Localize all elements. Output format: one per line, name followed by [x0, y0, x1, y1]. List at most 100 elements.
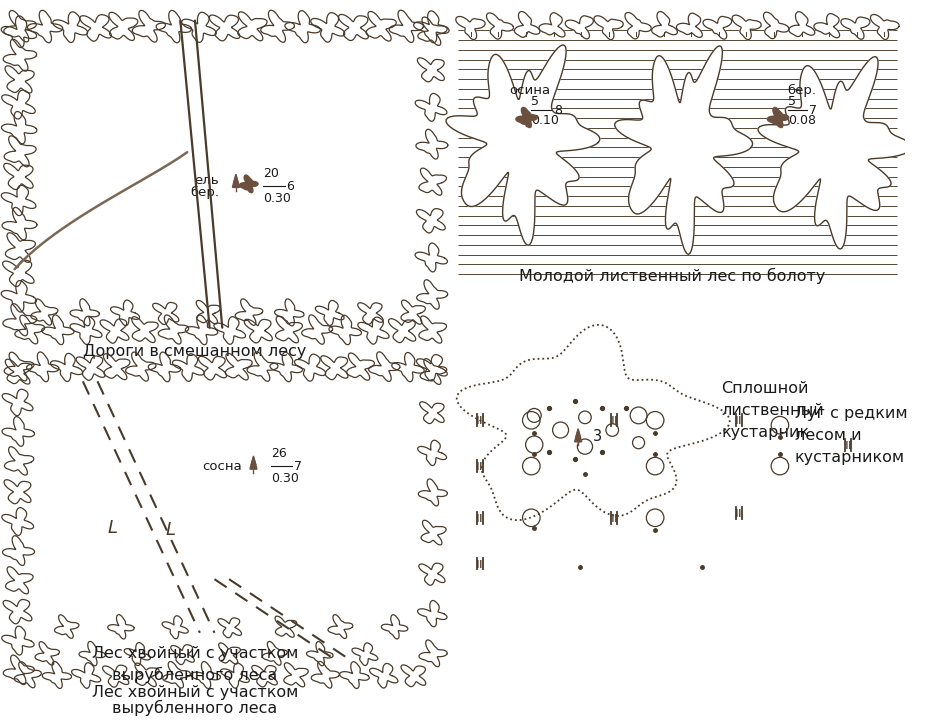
Polygon shape: [339, 662, 369, 688]
Polygon shape: [813, 14, 839, 37]
Text: 7: 7: [294, 459, 302, 472]
Polygon shape: [153, 302, 179, 325]
Polygon shape: [391, 353, 424, 382]
Text: L: L: [107, 518, 117, 536]
Polygon shape: [225, 354, 252, 380]
Polygon shape: [575, 430, 580, 438]
Text: 0.10: 0.10: [531, 114, 559, 127]
Polygon shape: [358, 303, 383, 324]
Polygon shape: [43, 662, 71, 688]
Polygon shape: [514, 12, 540, 37]
Polygon shape: [417, 600, 447, 626]
Polygon shape: [2, 508, 33, 536]
Polygon shape: [132, 317, 159, 343]
Polygon shape: [6, 567, 33, 594]
Polygon shape: [315, 300, 344, 325]
Polygon shape: [2, 390, 33, 415]
Polygon shape: [703, 17, 730, 39]
Polygon shape: [232, 174, 239, 187]
Polygon shape: [171, 644, 194, 665]
Polygon shape: [4, 11, 36, 42]
Polygon shape: [328, 315, 362, 345]
Polygon shape: [4, 480, 31, 504]
Polygon shape: [55, 615, 79, 639]
Polygon shape: [70, 316, 102, 344]
Text: сосна: сосна: [202, 459, 242, 472]
Polygon shape: [840, 17, 869, 40]
Text: ıı: ıı: [476, 413, 483, 427]
Polygon shape: [275, 316, 302, 343]
Polygon shape: [172, 354, 204, 382]
Text: ель: ель: [195, 174, 219, 187]
Polygon shape: [239, 175, 258, 193]
Polygon shape: [50, 354, 83, 382]
Polygon shape: [651, 12, 677, 37]
Polygon shape: [4, 352, 34, 381]
Text: 5: 5: [787, 95, 794, 108]
Polygon shape: [103, 665, 129, 687]
Polygon shape: [306, 642, 333, 666]
Polygon shape: [221, 663, 249, 688]
Polygon shape: [1, 16, 36, 48]
Polygon shape: [162, 616, 188, 639]
Polygon shape: [1, 185, 36, 215]
Polygon shape: [182, 12, 216, 42]
Polygon shape: [235, 299, 262, 325]
Polygon shape: [2, 417, 34, 446]
Polygon shape: [421, 521, 446, 545]
Polygon shape: [400, 300, 425, 324]
Text: 20: 20: [263, 168, 279, 181]
Polygon shape: [124, 642, 150, 665]
Polygon shape: [366, 12, 396, 41]
Text: 26: 26: [271, 447, 286, 460]
Polygon shape: [260, 10, 294, 42]
Polygon shape: [321, 356, 348, 379]
Polygon shape: [757, 57, 910, 249]
Text: 7: 7: [808, 104, 817, 117]
Polygon shape: [191, 662, 221, 688]
Polygon shape: [419, 640, 447, 667]
Polygon shape: [2, 90, 35, 119]
Polygon shape: [417, 58, 444, 82]
Polygon shape: [347, 353, 374, 380]
Polygon shape: [416, 209, 445, 233]
Polygon shape: [244, 319, 272, 343]
Polygon shape: [42, 315, 74, 345]
Polygon shape: [35, 642, 59, 665]
Polygon shape: [418, 479, 447, 506]
Polygon shape: [148, 352, 181, 382]
Polygon shape: [294, 354, 325, 381]
Polygon shape: [27, 352, 58, 382]
Text: Дороги в смешанном лесу: Дороги в смешанном лесу: [83, 344, 306, 359]
Polygon shape: [76, 356, 105, 380]
Polygon shape: [539, 13, 565, 37]
Polygon shape: [311, 662, 339, 688]
Text: 8: 8: [553, 104, 561, 117]
Polygon shape: [2, 626, 34, 655]
Polygon shape: [237, 12, 267, 41]
Polygon shape: [414, 243, 447, 272]
Polygon shape: [196, 300, 220, 324]
Polygon shape: [418, 168, 446, 195]
Polygon shape: [247, 352, 278, 382]
Polygon shape: [133, 10, 165, 42]
Polygon shape: [274, 299, 304, 326]
Polygon shape: [31, 299, 57, 325]
Polygon shape: [338, 14, 368, 40]
Polygon shape: [234, 176, 238, 184]
Polygon shape: [79, 642, 106, 666]
Polygon shape: [731, 15, 760, 40]
Polygon shape: [416, 354, 447, 381]
Polygon shape: [301, 315, 332, 344]
Polygon shape: [219, 643, 240, 664]
Text: Сплошной
лиственный
кустарник: Сплошной лиственный кустарник: [720, 381, 823, 440]
Polygon shape: [388, 10, 423, 42]
Polygon shape: [676, 13, 702, 37]
Text: Молодой лиственный лес по болоту: Молодой лиственный лес по болоту: [519, 268, 825, 284]
Polygon shape: [284, 662, 308, 687]
Polygon shape: [415, 130, 448, 159]
Polygon shape: [3, 600, 32, 624]
Polygon shape: [159, 315, 188, 344]
Polygon shape: [870, 14, 898, 40]
Text: 0.08: 0.08: [787, 114, 815, 127]
